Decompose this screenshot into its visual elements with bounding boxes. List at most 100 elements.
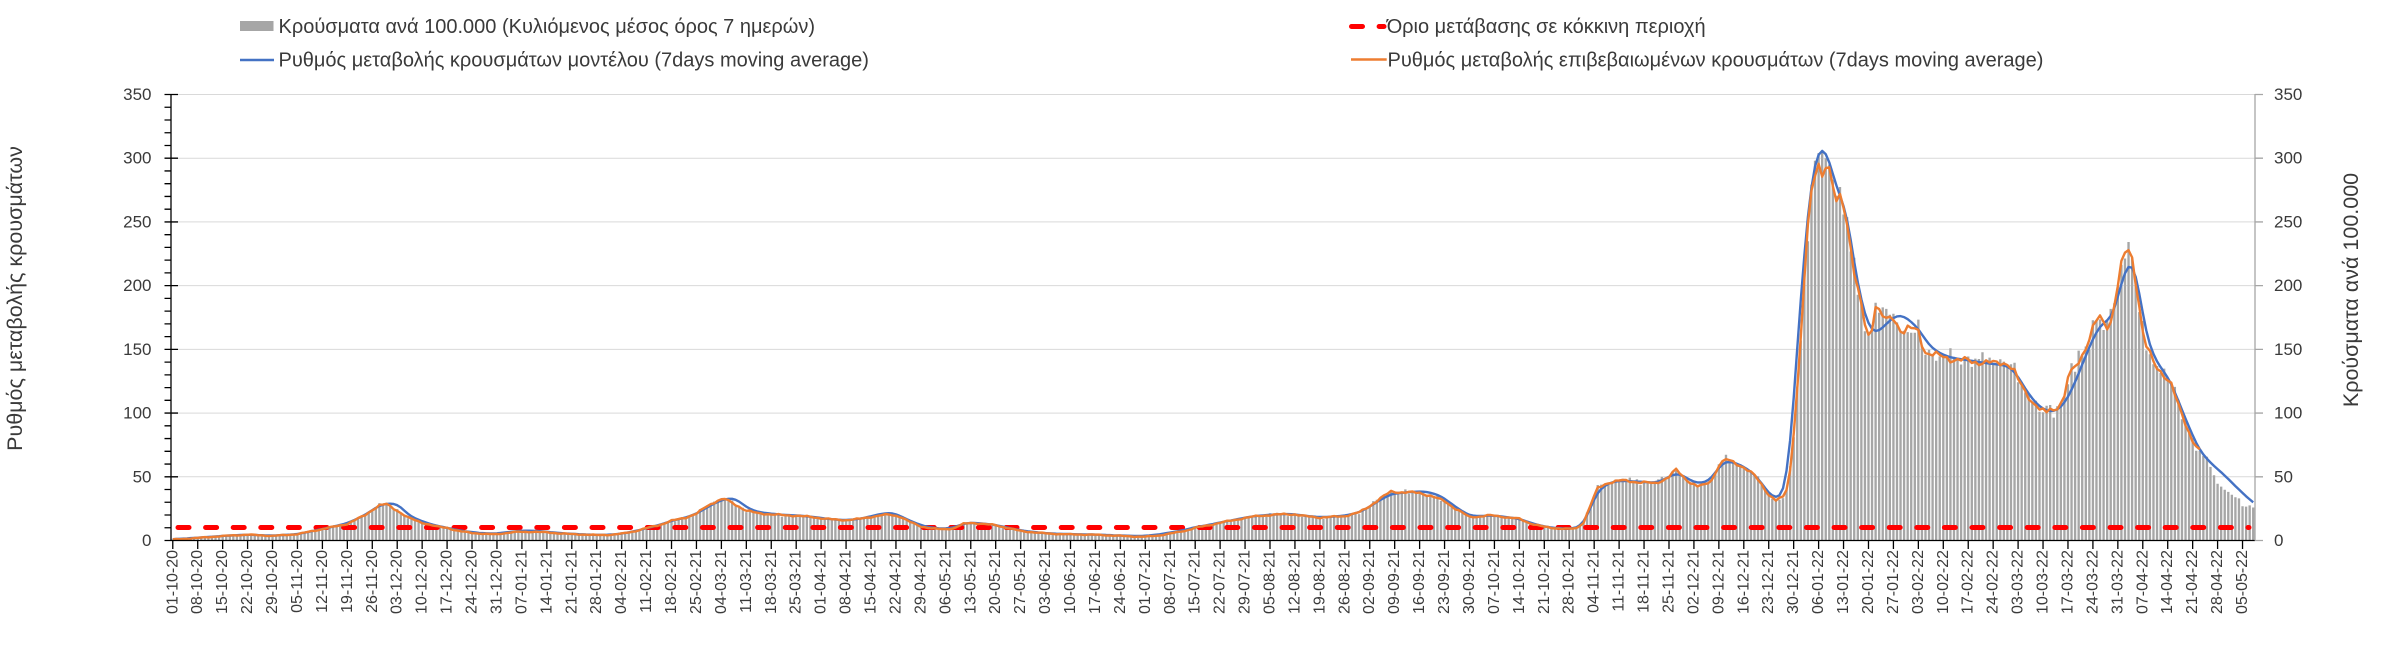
svg-text:27-01-22: 27-01-22 [1885, 550, 1902, 614]
svg-text:24-03-22: 24-03-22 [2084, 550, 2101, 614]
svg-text:50: 50 [2274, 467, 2293, 486]
svg-text:100: 100 [123, 404, 151, 423]
svg-text:Ρυθμός μεταβολής κρουσμάτων μο: Ρυθμός μεταβολής κρουσμάτων μοντέλου (7d… [279, 49, 869, 71]
svg-text:28-10-21: 28-10-21 [1561, 550, 1578, 614]
svg-text:02-12-21: 02-12-21 [1685, 550, 1702, 614]
svg-text:06-05-21: 06-05-21 [937, 550, 954, 614]
svg-text:02-09-21: 02-09-21 [1361, 550, 1378, 614]
svg-text:07-04-22: 07-04-22 [2134, 550, 2151, 614]
svg-text:20-05-21: 20-05-21 [987, 550, 1004, 614]
svg-text:01-04-21: 01-04-21 [813, 550, 830, 614]
svg-text:21-10-21: 21-10-21 [1536, 550, 1553, 614]
svg-text:350: 350 [123, 85, 151, 104]
svg-text:10-06-21: 10-06-21 [1062, 550, 1079, 614]
svg-text:Κρούσματα ανά 100.000 (Κυλιόμε: Κρούσματα ανά 100.000 (Κυλιόμενος μέσος … [279, 16, 816, 38]
svg-text:07-01-21: 07-01-21 [513, 550, 530, 614]
svg-text:18-02-21: 18-02-21 [663, 550, 680, 614]
svg-text:25-11-21: 25-11-21 [1661, 550, 1678, 613]
svg-text:31-03-22: 31-03-22 [2109, 550, 2126, 614]
svg-text:22-04-21: 22-04-21 [887, 550, 904, 614]
svg-text:08-04-21: 08-04-21 [838, 550, 855, 614]
svg-text:250: 250 [2274, 212, 2302, 231]
svg-text:19-11-20: 19-11-20 [339, 550, 356, 613]
svg-text:31-12-20: 31-12-20 [489, 550, 506, 614]
svg-text:17-12-20: 17-12-20 [439, 550, 456, 614]
svg-text:150: 150 [123, 340, 151, 359]
svg-text:20-01-22: 20-01-22 [1860, 550, 1877, 614]
svg-text:23-09-21: 23-09-21 [1436, 550, 1453, 614]
svg-text:22-10-20: 22-10-20 [239, 550, 256, 614]
svg-text:10-02-22: 10-02-22 [1935, 550, 1952, 614]
svg-text:29-04-21: 29-04-21 [912, 550, 929, 614]
svg-text:05-05-22: 05-05-22 [2234, 550, 2251, 614]
svg-text:16-12-21: 16-12-21 [1735, 550, 1752, 614]
svg-text:10-12-20: 10-12-20 [414, 550, 431, 614]
svg-text:29-07-21: 29-07-21 [1237, 550, 1254, 614]
svg-text:28-01-21: 28-01-21 [588, 550, 605, 614]
svg-text:19-08-21: 19-08-21 [1311, 550, 1328, 614]
svg-text:200: 200 [2274, 276, 2302, 295]
svg-text:300: 300 [2274, 149, 2302, 168]
svg-text:Ρυθμός μεταβολής κρουσμάτων: Ρυθμός μεταβολής κρουσμάτων [3, 146, 27, 451]
svg-text:08-10-20: 08-10-20 [189, 550, 206, 614]
svg-text:14-04-22: 14-04-22 [2159, 550, 2176, 614]
svg-text:01-07-21: 01-07-21 [1137, 550, 1154, 614]
svg-text:16-09-21: 16-09-21 [1411, 550, 1428, 614]
svg-text:05-08-21: 05-08-21 [1262, 550, 1279, 614]
svg-text:30-12-21: 30-12-21 [1785, 550, 1802, 614]
svg-text:0: 0 [2274, 531, 2283, 550]
svg-text:03-02-22: 03-02-22 [1910, 550, 1927, 614]
svg-text:50: 50 [133, 467, 152, 486]
svg-text:24-02-22: 24-02-22 [1985, 550, 2002, 614]
svg-text:06-01-22: 06-01-22 [1810, 550, 1827, 614]
svg-text:05-11-20: 05-11-20 [289, 550, 306, 613]
svg-text:01-10-20: 01-10-20 [164, 550, 181, 614]
svg-text:Όριο μετάβασης σε κόκκινη περι: Όριο μετάβασης σε κόκκινη περιοχή [1386, 16, 1706, 38]
svg-text:03-03-22: 03-03-22 [2010, 550, 2027, 614]
svg-text:10-03-22: 10-03-22 [2035, 550, 2052, 614]
svg-text:03-06-21: 03-06-21 [1037, 550, 1054, 614]
svg-text:30-09-21: 30-09-21 [1461, 550, 1478, 614]
svg-text:250: 250 [123, 212, 151, 231]
svg-text:22-07-21: 22-07-21 [1212, 550, 1229, 614]
svg-text:14-10-21: 14-10-21 [1511, 550, 1528, 614]
svg-text:Κρούσματα ανά 100.000: Κρούσματα ανά 100.000 [2339, 173, 2363, 407]
svg-text:25-02-21: 25-02-21 [688, 550, 705, 614]
svg-text:08-07-21: 08-07-21 [1162, 550, 1179, 614]
svg-text:26-11-20: 26-11-20 [364, 550, 381, 613]
svg-text:09-09-21: 09-09-21 [1386, 550, 1403, 614]
svg-text:11-02-21: 11-02-21 [638, 550, 655, 613]
svg-text:12-08-21: 12-08-21 [1286, 550, 1303, 614]
svg-text:04-11-21: 04-11-21 [1586, 550, 1603, 613]
svg-text:13-05-21: 13-05-21 [962, 550, 979, 614]
svg-text:15-07-21: 15-07-21 [1187, 550, 1204, 614]
svg-text:150: 150 [2274, 340, 2302, 359]
svg-text:17-03-22: 17-03-22 [2060, 550, 2077, 614]
svg-text:29-10-20: 29-10-20 [264, 550, 281, 614]
svg-text:15-10-20: 15-10-20 [214, 550, 231, 614]
svg-text:03-12-20: 03-12-20 [389, 550, 406, 614]
svg-text:23-12-21: 23-12-21 [1760, 550, 1777, 614]
svg-text:28-04-22: 28-04-22 [2209, 550, 2226, 614]
svg-text:12-11-20: 12-11-20 [314, 550, 331, 613]
svg-text:18-03-21: 18-03-21 [763, 550, 780, 614]
svg-text:09-12-21: 09-12-21 [1710, 550, 1727, 614]
svg-text:300: 300 [123, 149, 151, 168]
svg-text:0: 0 [142, 531, 151, 550]
svg-text:Ρυθμός μεταβολής επιβεβαιωμένω: Ρυθμός μεταβολής επιβεβαιωμένων κρουσμάτ… [1388, 49, 2044, 71]
svg-text:11-03-21: 11-03-21 [738, 550, 755, 613]
svg-text:21-01-21: 21-01-21 [563, 550, 580, 614]
svg-text:15-04-21: 15-04-21 [863, 550, 880, 614]
svg-text:13-01-22: 13-01-22 [1835, 550, 1852, 614]
svg-text:17-02-22: 17-02-22 [1960, 550, 1977, 614]
svg-text:14-01-21: 14-01-21 [538, 550, 555, 614]
svg-text:25-03-21: 25-03-21 [788, 550, 805, 614]
svg-text:24-12-20: 24-12-20 [464, 550, 481, 614]
svg-text:04-02-21: 04-02-21 [613, 550, 630, 614]
svg-text:18-11-21: 18-11-21 [1636, 550, 1653, 613]
svg-text:350: 350 [2274, 85, 2302, 104]
svg-text:21-04-22: 21-04-22 [2184, 550, 2201, 614]
svg-text:24-06-21: 24-06-21 [1112, 550, 1129, 614]
svg-text:17-06-21: 17-06-21 [1087, 550, 1104, 614]
svg-text:11-11-21: 11-11-21 [1611, 550, 1628, 612]
